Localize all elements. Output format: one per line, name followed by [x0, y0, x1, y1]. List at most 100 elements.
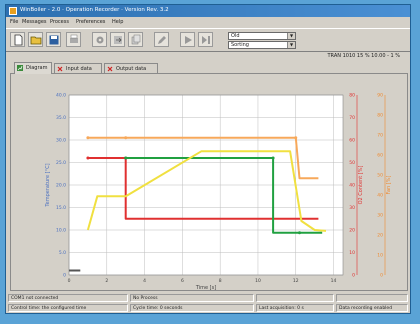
- diagram-panel: 0 2 4 6 8 10 12 14 0 5.0 10.0 15.0 20.0 25.0 30.0 35.0 4…: [10, 73, 408, 291]
- tab-diagram[interactable]: Diagram: [14, 62, 52, 74]
- series-line: [86, 150, 327, 232]
- close-icon: [57, 66, 63, 72]
- save-icon: [49, 35, 59, 45]
- right-tick-label-fan: 50: [377, 173, 383, 179]
- series-point: [294, 136, 298, 140]
- status-cell-control: Control time: the configured time: [8, 304, 128, 312]
- series-point: [86, 136, 90, 140]
- new-file-icon: [14, 34, 23, 46]
- app-icon: [9, 7, 17, 15]
- menu-messages[interactable]: Messages: [22, 19, 47, 25]
- export-button[interactable]: [110, 32, 125, 47]
- left-tick-label: 35.0: [56, 115, 66, 121]
- sorting-select[interactable]: Sorting ▼: [228, 41, 296, 49]
- left-tick-label: 20.0: [56, 183, 66, 189]
- step-button[interactable]: [198, 32, 213, 47]
- edit-button[interactable]: [154, 32, 169, 47]
- right-tick-label-fan: 20: [377, 233, 383, 239]
- right-tick-label-fan: 10: [377, 253, 383, 259]
- print-button[interactable]: [66, 32, 81, 47]
- status-readout: TRAN 1010 15 % 10.00 - 1 %: [327, 53, 401, 59]
- series-line: [87, 136, 319, 180]
- status-cell-recording: Data recording enabled: [336, 304, 408, 312]
- open-folder-button[interactable]: [28, 32, 43, 47]
- right-tick-label-o2: 20: [349, 228, 355, 234]
- copy-button[interactable]: [128, 32, 143, 47]
- printer-icon: [70, 34, 78, 43]
- save-button[interactable]: [46, 32, 61, 47]
- status-cell-empty-2: [336, 294, 408, 302]
- right-tick-label-fan: 60: [377, 153, 383, 159]
- tab-output-data[interactable]: Output data: [104, 63, 158, 73]
- status-bar: COM1 not connected No Process Control ti…: [6, 293, 410, 315]
- plot-frame: [68, 94, 344, 276]
- x-tick-label: 4: [143, 278, 146, 284]
- right-tick-label-fan: 0: [380, 273, 383, 279]
- left-tick-label: 15.0: [56, 205, 66, 211]
- export-icon: [114, 36, 122, 44]
- tab-strip: Diagram Input data Output data: [10, 62, 408, 74]
- right-tick-label-o2: 70: [349, 115, 355, 121]
- x-tick-label: 10: [255, 278, 261, 284]
- right-tick-label-o2: 60: [349, 138, 355, 144]
- edit-icon: [158, 36, 166, 44]
- play-icon: [185, 36, 192, 44]
- right-tick-label-o2: 80: [349, 93, 355, 99]
- status-cell-cycle: Cycle time: 0 seconds: [130, 304, 254, 312]
- close-icon: [107, 66, 113, 72]
- x-tick-label: 2: [105, 278, 108, 284]
- status-cell-connection: COM1 not connected: [8, 294, 128, 302]
- y-axis-label-o2: O2 Content [%]: [358, 166, 364, 205]
- right-tick-label-fan: 40: [377, 193, 383, 199]
- x-tick-label: 6: [181, 278, 184, 284]
- x-axis-label: Time [s]: [195, 285, 216, 290]
- right-tick-label-o2: 10: [349, 250, 355, 256]
- y-axis-label-left: Temperature [°C]: [45, 163, 51, 207]
- new-file-button[interactable]: [10, 32, 25, 47]
- x-tick-label: 14: [331, 278, 337, 284]
- tab-input-data[interactable]: Input data: [54, 63, 102, 73]
- menu-preferences[interactable]: Preferences: [76, 19, 106, 25]
- chevron-down-icon: ▼: [287, 42, 295, 48]
- play-button[interactable]: [180, 32, 195, 47]
- left-tick-label: 5.0: [59, 250, 66, 256]
- folder-icon: [30, 36, 42, 45]
- mode-select-value: Old: [231, 33, 240, 39]
- mode-select[interactable]: Old ▼: [228, 32, 296, 40]
- right-tick-label-o2: 40: [349, 183, 355, 189]
- y-axis-label-fan: Fan [%]: [386, 176, 392, 195]
- tab-diagram-label: Diagram: [26, 65, 48, 71]
- x-tick-label: 8: [219, 278, 222, 284]
- series-line: [125, 157, 323, 234]
- status-cell-acquisition: Last acquisition: 0 s: [256, 304, 334, 312]
- right-tick-label-o2: 50: [349, 160, 355, 166]
- tab-input-data-label: Input data: [66, 66, 92, 72]
- step-icon: [202, 36, 210, 44]
- diagram-chart: 0 2 4 6 8 10 12 14 0 5.0 10.0 15.0 20.0 25.0 30.0 35.0 4…: [45, 93, 392, 291]
- chevron-down-icon: ▼: [287, 33, 295, 39]
- series-point: [124, 136, 128, 140]
- left-tick-label: 0: [63, 273, 66, 279]
- series-line: [87, 157, 319, 220]
- application-window: WinBoiler - 2.0 · Operation Recorder · V…: [5, 4, 411, 314]
- left-tick-label: 30.0: [56, 138, 66, 144]
- x-tick-label: 12: [293, 278, 299, 284]
- status-line: TRAN 1010 15 % 10.00 - 1 %: [6, 51, 410, 61]
- window-title: WinBoiler - 2.0 · Operation Recorder · V…: [20, 7, 169, 13]
- tab-output-data-label: Output data: [116, 66, 147, 72]
- title-bar: WinBoiler - 2.0 · Operation Recorder · V…: [6, 5, 410, 17]
- right-tick-label-fan: 70: [377, 133, 383, 139]
- menu-file[interactable]: File: [10, 19, 19, 25]
- sorting-select-value: Sorting: [231, 42, 249, 48]
- gear-icon: [96, 36, 104, 44]
- menu-bar: File Messages Process Preferences Help: [6, 17, 410, 27]
- right-tick-label-fan: 80: [377, 113, 383, 119]
- menu-help[interactable]: Help: [112, 19, 124, 25]
- series-point: [298, 231, 302, 235]
- x-tick-label: 0: [68, 278, 71, 284]
- series-point: [124, 156, 128, 160]
- menu-process[interactable]: Process: [50, 19, 69, 25]
- left-tick-label: 25.0: [56, 160, 66, 166]
- settings-button[interactable]: [92, 32, 107, 47]
- right-tick-label-fan: 30: [377, 213, 383, 219]
